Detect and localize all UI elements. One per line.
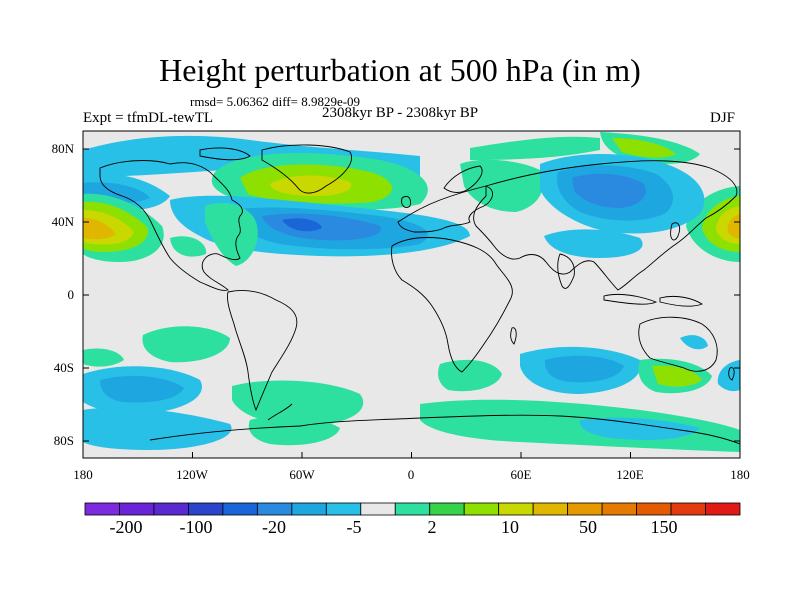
lon-label: 180: [730, 467, 750, 482]
contour-region: [142, 326, 230, 363]
coastline: [670, 222, 681, 241]
contour-region: [727, 214, 740, 238]
coastline: [261, 144, 352, 194]
colorbar-swatch: [360, 502, 396, 516]
colorbar-swatch: [601, 502, 637, 516]
period-label: 2308kyr BP - 2308kyr BP: [322, 105, 479, 121]
coastline: [473, 160, 738, 291]
lon-label: 60E: [510, 467, 532, 482]
coastlines: [99, 144, 740, 445]
lon-label: 120W: [176, 467, 208, 482]
lat-label: 80N: [51, 141, 74, 156]
colorbar-label: 50: [579, 517, 597, 537]
contour-region: [205, 202, 258, 266]
colorbar-swatch: [325, 502, 362, 516]
contour-region: [680, 335, 708, 350]
contour-region: [579, 417, 700, 440]
lon-label: 60W: [289, 467, 315, 482]
coastline: [728, 367, 735, 381]
colorbar: [84, 502, 741, 516]
contour-region: [544, 229, 643, 258]
coastline: [391, 237, 513, 373]
lat-label: 0: [67, 287, 75, 302]
colorbar-swatch: [119, 502, 155, 516]
lat-label: 40N: [51, 214, 74, 229]
colorbar-swatch: [256, 502, 293, 516]
colorbar-label: -200: [109, 517, 143, 537]
colorbar-swatch: [670, 502, 706, 516]
contour-region: [470, 136, 600, 160]
lat-label: 80S: [53, 433, 74, 448]
contour-field: [83, 131, 740, 458]
contour-region: [100, 375, 184, 403]
coastline: [149, 414, 740, 445]
lon-label: 120E: [616, 467, 644, 482]
contour-region: [572, 173, 646, 208]
contour-region: [248, 415, 340, 446]
coastline: [267, 403, 293, 421]
experiment-label: Expt = tfmDL-tewTL: [83, 110, 214, 126]
lat-label: 40S: [53, 360, 74, 375]
lon-label: 0: [407, 467, 415, 482]
contour-region: [612, 138, 676, 158]
colorbar-swatch: [463, 502, 500, 516]
colorbar-swatch: [429, 502, 465, 516]
coastline: [638, 316, 718, 372]
colorbar-label: 2: [427, 517, 437, 537]
colorbar-swatch: [498, 502, 534, 516]
colorbar-swatch: [394, 502, 431, 516]
colorbar-label: -100: [179, 517, 213, 537]
season-label: DJF: [710, 110, 736, 126]
colorbar-label: 10: [501, 517, 519, 537]
contour-region: [460, 159, 543, 212]
coastline: [199, 147, 251, 161]
coastline: [227, 289, 298, 412]
coastline: [659, 295, 704, 307]
coastline: [443, 165, 483, 193]
coastline: [397, 185, 493, 233]
colorbar-label: -5: [346, 517, 362, 537]
coastline: [99, 160, 243, 291]
colorbar-swatch: [188, 502, 224, 516]
contour-region: [232, 380, 364, 426]
plot-title: Height perturbation at 500 hPa (in m): [159, 52, 641, 88]
lon-label: 180: [73, 467, 93, 482]
colorbar-swatch: [291, 502, 327, 516]
coastline: [557, 253, 575, 289]
contour-region: [544, 355, 624, 383]
colorbar-swatch: [222, 502, 258, 516]
colorbar-label: 150: [650, 517, 678, 537]
rmsd-stats: rmsd= 5.06362 diff= 8.9829e-09: [190, 94, 361, 109]
colorbar-swatch: [153, 502, 189, 516]
contour-region: [83, 407, 232, 450]
coastline: [401, 195, 411, 209]
contour-region: [438, 359, 502, 392]
contour-region: [270, 175, 352, 196]
axis-ticks: [82, 148, 741, 458]
colorbar-swatch: [636, 502, 672, 516]
contour-region: [83, 218, 116, 240]
contour-region: [170, 236, 207, 257]
colorbar-swatch: [532, 502, 569, 516]
colorbar-swatch: [567, 502, 603, 516]
contour-region: [83, 348, 124, 367]
contour-region: [652, 365, 702, 387]
contour-region: [282, 218, 322, 232]
coastline: [510, 327, 517, 345]
colorbar-label: -20: [262, 517, 286, 537]
colorbar-swatch: [705, 502, 741, 516]
colorbar-swatch: [84, 502, 120, 516]
coastline: [603, 293, 658, 305]
